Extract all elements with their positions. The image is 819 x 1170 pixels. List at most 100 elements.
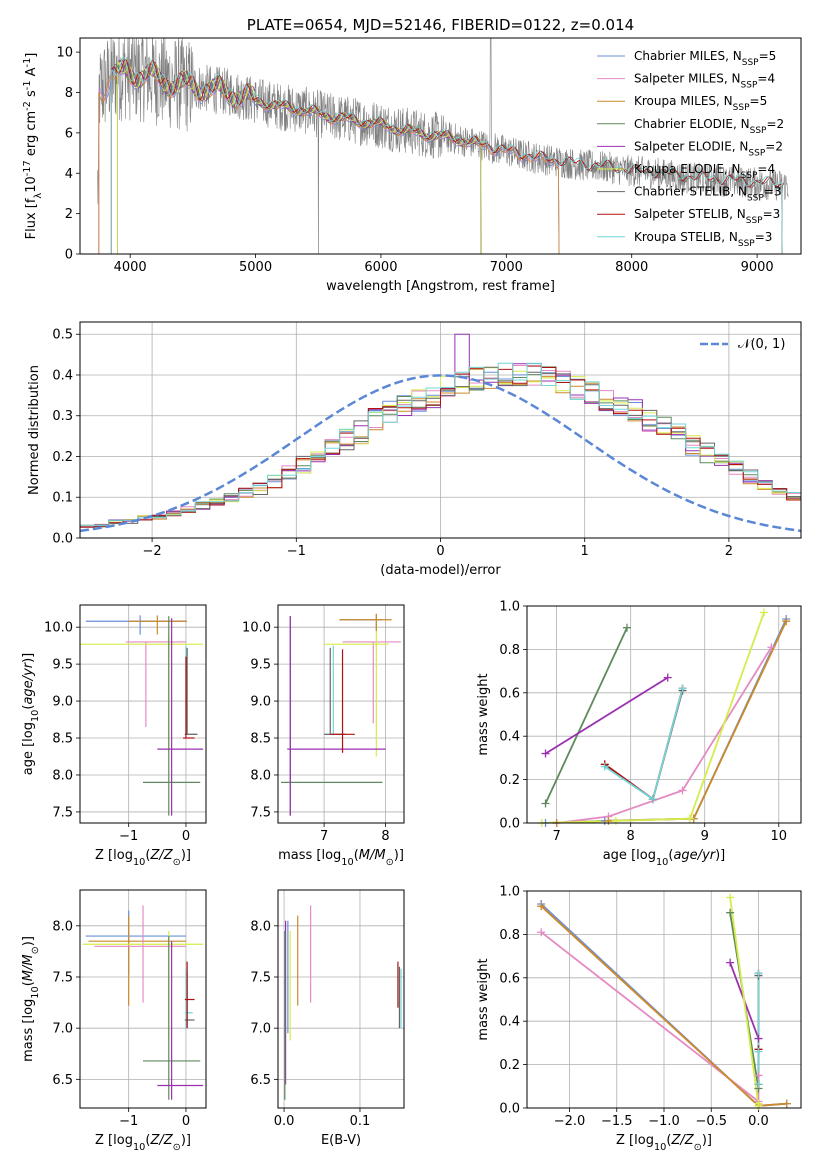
legend-label: Salpeter ELODIE, NSSP=2 <box>634 139 783 158</box>
axes-frame <box>526 605 802 824</box>
y-tick-label: 7.0 <box>250 1022 271 1037</box>
weight-point-marker <box>600 762 609 771</box>
weight-point-marker <box>648 795 657 804</box>
x-tick-label: 8000 <box>615 260 648 275</box>
y-tick-label: 7.5 <box>52 970 73 985</box>
weight-series-line <box>545 676 669 755</box>
x-tick-label: −2 <box>143 544 162 559</box>
weight-point-marker <box>754 1071 763 1080</box>
legend-label: Kroupa STELIB, NSSP=3 <box>634 230 772 249</box>
x-tick-label: 0 <box>182 1114 190 1129</box>
model-spectrum-line <box>117 59 482 254</box>
y-axis-label: Normed distribution <box>27 365 42 495</box>
y-tick-label: 9.0 <box>250 695 271 710</box>
y-tick-label: 7.5 <box>250 970 271 985</box>
y-tick-label: 0 <box>65 248 73 263</box>
y-axis-label: mass weight <box>476 958 491 1040</box>
plot-area <box>80 615 204 816</box>
weight-point-marker <box>754 969 763 978</box>
y-tick-label: 0.2 <box>52 450 73 465</box>
model-spectrum-line <box>110 56 783 254</box>
x-axis-label: (data-model)/error <box>380 563 501 578</box>
x-tick-label: 0.0 <box>274 1114 295 1129</box>
axes-age_Z: −1 0 7.5 8.0 8.5 9.0 9.5 10.0 Z [log10(Z/Z⊙)] age… <box>21 604 207 868</box>
y-tick-label: 0.6 <box>499 686 520 701</box>
x-tick-label: 7000 <box>490 260 523 275</box>
x-tick-label: 6000 <box>364 260 397 275</box>
weight-point-marker <box>782 1099 791 1108</box>
axes-frame <box>277 889 405 1109</box>
weight-point-marker <box>611 816 620 825</box>
axes-frame <box>526 890 802 1109</box>
weight-series-line <box>729 897 760 1106</box>
y-tick-label: 7.0 <box>52 1022 73 1037</box>
x-tick-label: 1 <box>581 544 589 559</box>
x-axis-label: Z [log10(Z/Z⊙)] <box>95 1133 191 1153</box>
x-tick-label: 4000 <box>114 260 147 275</box>
x-tick-label: 5000 <box>239 260 272 275</box>
model-spectrum-line <box>110 61 783 254</box>
y-tick-label: 1.0 <box>499 600 520 615</box>
axes-frame <box>79 889 207 1109</box>
x-tick-label: 9000 <box>741 260 774 275</box>
axes-mass_Z: −1 0 6.5 7.0 7.5 8.0 Z [log10(Z/Z⊙)] mass [log1… <box>21 889 207 1153</box>
chart-title: PLATE=0654, MJD=52146, FIBERID=0122, z=0… <box>247 16 634 34</box>
weight-point-marker <box>663 673 672 682</box>
y-axis-label: mass weight <box>476 673 491 755</box>
y-tick-label: 0.4 <box>499 730 520 745</box>
y-tick-label: 9.5 <box>52 658 73 673</box>
legend: Chabrier MILES, NSSP=5 Salpeter MILES, NS… <box>597 49 784 249</box>
plot-area <box>284 905 402 1100</box>
y-axis-label: Flux [fλ10-17 erg cm-2 s-1 A-1] <box>22 53 44 240</box>
x-tick-label: 8 <box>627 829 635 844</box>
y-tick-label: 0.8 <box>499 643 520 658</box>
plot-area <box>97 38 789 254</box>
y-tick-label: 8.0 <box>52 919 73 934</box>
weight-series-line <box>604 688 684 801</box>
y-tick-label: 0.2 <box>499 773 520 788</box>
normal-curve-line <box>80 374 801 533</box>
axes-mass_ebv: 0.0 0.1 6.5 7.0 7.5 8.0 E(B-V) <box>250 889 405 1148</box>
weight-point-marker <box>726 893 735 902</box>
y-tick-label: 0.8 <box>499 928 520 943</box>
legend-label: Kroupa ELODIE, NSSP=4 <box>634 162 775 181</box>
weight-point-marker <box>754 1099 763 1108</box>
axes-age_mass: 7 8 7.5 8.0 8.5 9.0 9.5 10.0 mass [log10(M/M⊙)] <box>242 604 405 868</box>
y-tick-label: 4 <box>65 167 73 182</box>
weight-series-line <box>604 690 684 801</box>
y-tick-label: 7.5 <box>250 805 271 820</box>
x-tick-label: −1 <box>119 829 138 844</box>
axes-weight_Z: −2.0 −1.5 −1.0 −0.5 0.0 0.0 0.2 0.4 0.6 0.8 1.0 Z [… <box>476 885 802 1153</box>
y-tick-label: 8.5 <box>250 732 271 747</box>
legend-label: Chabrier ELODIE, NSSP=2 <box>634 117 784 136</box>
x-axis-label: mass [log10(M/M⊙)] <box>278 848 404 868</box>
y-tick-label: 10.0 <box>44 621 73 636</box>
x-tick-label: 10 <box>771 829 788 844</box>
x-tick-label: 0 <box>182 829 190 844</box>
x-tick-label: 7 <box>320 829 328 844</box>
axes-frame <box>79 321 802 539</box>
weight-series-line <box>544 627 628 804</box>
weight-point-marker <box>726 958 735 967</box>
y-tick-label: 6 <box>65 126 73 141</box>
axes-frame <box>277 604 405 824</box>
weight-point-marker <box>537 928 546 937</box>
legend-label: Salpeter MILES, NSSP=4 <box>634 72 775 91</box>
weight-point-marker <box>622 623 631 632</box>
weight-series-line <box>541 612 765 823</box>
y-tick-label: 10 <box>56 46 73 61</box>
legend-label: Chabrier STELIB, NSSP=3 <box>634 185 782 204</box>
plot-area <box>281 613 401 816</box>
x-tick-label: −1.5 <box>601 1114 633 1129</box>
x-tick-label: −1 <box>119 1114 138 1129</box>
weight-point-marker <box>678 786 687 795</box>
weight-point-marker <box>685 814 694 823</box>
y-axis-label: mass [log10(M/M⊙)] <box>21 936 41 1062</box>
x-tick-label: −2.0 <box>554 1114 586 1129</box>
y-tick-label: 9.0 <box>52 695 73 710</box>
legend-label: 𝒩(0, 1) <box>738 337 785 352</box>
axes-spectrum: 4000 5000 6000 7000 8000 9000 0 2 4 6 8 10 wavelengt… <box>22 16 802 294</box>
y-tick-label: 8.5 <box>52 732 73 747</box>
x-tick-label: 7 <box>552 829 560 844</box>
